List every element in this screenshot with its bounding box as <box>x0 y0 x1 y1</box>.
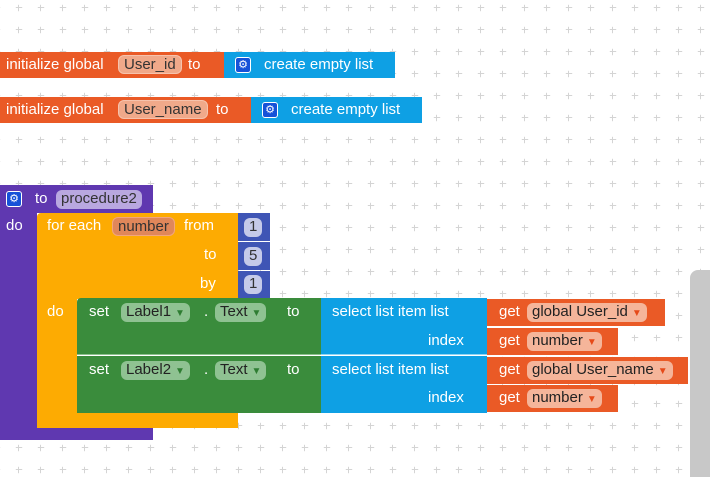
create-empty-list-block[interactable]: ⚙ create empty list <box>224 52 395 78</box>
dot-label: . <box>204 303 209 320</box>
variable-dropdown[interactable]: number ▼ <box>527 389 602 408</box>
index-label: index <box>428 389 464 406</box>
set-label2-text-block[interactable]: set Label2 ▼ . Text ▼ to <box>77 356 321 413</box>
to-number-block[interactable]: 5 <box>238 242 270 270</box>
block-keyword: initialize global <box>6 101 104 118</box>
property-dropdown[interactable]: Text ▼ <box>215 361 267 380</box>
dropdown-arrow-icon: ▼ <box>631 308 642 319</box>
variable-name: number <box>532 389 583 406</box>
component-dropdown[interactable]: Label2 ▼ <box>121 361 190 380</box>
vertical-scrollbar[interactable] <box>690 270 710 477</box>
dropdown-arrow-icon: ▼ <box>657 366 668 377</box>
component-dropdown[interactable]: Label1 ▼ <box>121 303 190 322</box>
initialize-global-user-id-block[interactable]: initialize global User_id to <box>0 52 224 78</box>
get-global-user-id-block[interactable]: get global User_id ▼ <box>487 299 665 326</box>
block-label: create empty list <box>264 56 374 73</box>
variable-name: global User_id <box>532 303 628 320</box>
property-dropdown[interactable]: Text ▼ <box>215 303 267 322</box>
loop-variable-field[interactable]: number <box>112 217 175 236</box>
index-label: index <box>428 332 464 349</box>
by-value[interactable]: 1 <box>244 275 263 294</box>
procedure-name-field[interactable]: procedure2 <box>56 190 142 209</box>
get-number-block[interactable]: get number ▼ <box>487 385 618 412</box>
component-name: Label1 <box>126 303 172 320</box>
for-each-body: do <box>37 299 77 428</box>
to-label: to <box>216 101 229 118</box>
to-label: to <box>188 56 201 73</box>
variable-name-field[interactable]: User_id <box>118 55 182 74</box>
select-list-item-block[interactable]: select list item list index <box>321 298 487 355</box>
block-keyword: initialize global <box>6 56 104 73</box>
variable-dropdown[interactable]: global User_name ▼ <box>527 361 673 380</box>
to-label: to <box>204 246 217 263</box>
variable-name-field[interactable]: User_name <box>118 100 208 119</box>
procedure-footer <box>37 428 153 440</box>
dropdown-arrow-icon: ▼ <box>251 366 262 377</box>
by-label: by <box>200 275 216 292</box>
dropdown-arrow-icon: ▼ <box>175 308 185 319</box>
dropdown-arrow-icon: ▼ <box>586 394 597 405</box>
for-each-footer <box>77 413 238 428</box>
property-name: Text <box>220 361 248 378</box>
from-value[interactable]: 1 <box>244 218 263 237</box>
get-label: get <box>499 361 520 378</box>
to-label: to <box>287 303 300 320</box>
procedure-do-label: do <box>6 217 23 234</box>
get-label: get <box>499 332 520 349</box>
select-list-item-label: select list item list <box>332 303 449 320</box>
get-number-block[interactable]: get number ▼ <box>487 328 618 355</box>
variable-dropdown[interactable]: number ▼ <box>527 332 602 351</box>
variable-name: number <box>532 332 583 349</box>
select-list-item-block[interactable]: select list item list index <box>321 356 487 413</box>
procedure-body: do <box>0 213 37 440</box>
dropdown-arrow-icon: ▼ <box>251 308 262 319</box>
dot-label: . <box>204 361 209 378</box>
for-each-label: for each <box>47 217 102 234</box>
create-empty-list-block[interactable]: ⚙ create empty list <box>251 97 422 123</box>
dropdown-arrow-icon: ▼ <box>175 366 185 377</box>
property-name: Text <box>220 303 248 320</box>
select-list-item-label: select list item list <box>332 361 449 378</box>
to-value[interactable]: 5 <box>244 247 263 266</box>
get-label: get <box>499 389 520 406</box>
set-label1-text-block[interactable]: set Label1 ▼ . Text ▼ to <box>77 298 321 355</box>
get-label: get <box>499 303 520 320</box>
get-global-user-name-block[interactable]: get global User_name ▼ <box>487 357 688 384</box>
initialize-global-user-name-block[interactable]: initialize global User_name to <box>0 97 251 123</box>
set-label: set <box>89 361 110 378</box>
from-number-block[interactable]: 1 <box>238 213 270 241</box>
dropdown-arrow-icon: ▼ <box>586 337 597 348</box>
block-label: create empty list <box>291 101 401 118</box>
variable-name: global User_name <box>532 361 654 378</box>
set-label: set <box>89 303 110 320</box>
component-name: Label2 <box>126 361 172 378</box>
by-number-block[interactable]: 1 <box>238 271 270 298</box>
from-label: from <box>184 217 214 234</box>
gear-icon[interactable]: ⚙ <box>235 57 251 73</box>
for-each-block[interactable]: for each number from to by <box>37 213 238 299</box>
to-label: to <box>287 361 300 378</box>
variable-dropdown[interactable]: global User_id ▼ <box>527 303 647 322</box>
gear-icon[interactable]: ⚙ <box>6 191 22 207</box>
gear-icon[interactable]: ⚙ <box>262 102 278 118</box>
procedure-to-label: to <box>35 190 48 207</box>
procedure-header[interactable]: ⚙ to procedure2 <box>0 185 153 213</box>
loop-do-label: do <box>47 303 64 320</box>
